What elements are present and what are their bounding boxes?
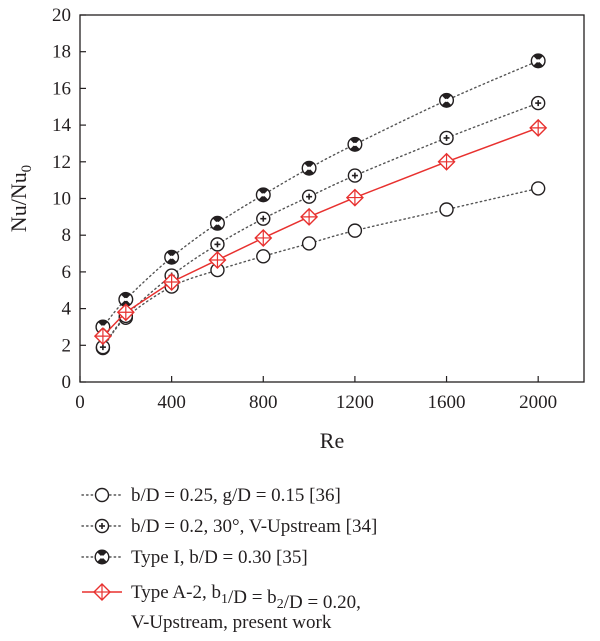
x-axis-title: Re (320, 428, 344, 453)
series-3-point-6 (345, 188, 364, 207)
legend-label-2-part-0: Type I, b/D = 0.30 [35] (131, 547, 308, 568)
plot-marks (93, 53, 548, 356)
series-1-point-7 (439, 130, 454, 146)
legend-label-3-sub-0: 1 (221, 592, 228, 607)
series-1-point-8 (530, 95, 546, 111)
y-tick-label-7: 14 (52, 115, 72, 136)
series-0-point-8 (530, 181, 546, 196)
series-2-point-2 (164, 249, 180, 265)
series-0-point-6 (347, 223, 363, 238)
series-3-line (102, 127, 539, 337)
legend-label-0-part-0: b/D = 0.25, g/D = 0.15 [36] (131, 485, 341, 506)
series-3-point-5 (300, 207, 319, 226)
y-tick-label-8: 16 (52, 78, 71, 99)
legend-label-1-part-0: b/D = 0.2, 30°, V-Upstream [34] (131, 516, 377, 537)
y-tick-label-0: 0 (62, 372, 72, 393)
series-1-point-6 (347, 168, 363, 183)
y-axis-title-subscript: 0 (19, 165, 35, 173)
series-2-point-8 (530, 53, 546, 69)
x-tick-label-2: 800 (249, 392, 278, 413)
series-1-line (102, 102, 539, 348)
legend-marker-2 (94, 549, 110, 565)
series-1-point-4 (256, 211, 271, 226)
plot-frame (79, 14, 585, 383)
x-tick-label-0: 0 (75, 392, 85, 413)
x-tick-label-5: 2000 (519, 392, 557, 413)
series-3-point-4 (254, 228, 273, 247)
legend-label-3-part-2: /D = 0.20, (284, 592, 361, 613)
series-1-point-3 (210, 237, 225, 252)
legend-label-3-line2: V-Upstream, present work (131, 612, 332, 633)
series-3-point-2 (162, 273, 181, 291)
legend-label-3-part-0: Type A-2, b (131, 582, 221, 603)
series-0-point-4 (256, 249, 271, 264)
series-3-point-7 (437, 152, 456, 171)
axis-ticks: 0 400 800 1200 1600 2000 0 2 4 6 8 10 12 14 16 18 20 (52, 5, 557, 413)
legend-label-1: b/D = 0.2, 30°, V-Upstream [34] (131, 516, 377, 537)
legend-label-3-part-1: /D = b (228, 587, 277, 608)
legend-marker-0 (94, 487, 110, 503)
legend: b/D = 0.25, g/D = 0.15 [36] b/D = 0.2, 30… (81, 485, 377, 633)
series-2-point-5 (301, 160, 317, 176)
y-tick-label-6: 12 (52, 152, 71, 173)
series-3-point-3 (208, 250, 227, 269)
series-2-point-6 (347, 136, 363, 152)
y-tick-label-3: 6 (62, 262, 72, 283)
y-tick-label-5: 10 (52, 189, 71, 210)
series-3-point-1 (116, 303, 135, 322)
y-axis-title: Nu/Nu0 (6, 165, 35, 232)
legend-label-3: Type A-2, b1/D = b2/D = 0.20, (131, 582, 361, 613)
y-tick-label-9: 18 (52, 42, 71, 63)
x-tick-label-1: 400 (157, 392, 186, 413)
x-tick-label-4: 1600 (428, 392, 466, 413)
series-2-point-1 (118, 291, 134, 307)
legend-label-3-sub-1: 2 (277, 597, 284, 612)
legend-label-2: Type I, b/D = 0.30 [35] (131, 547, 308, 568)
legend-marker-3 (93, 583, 111, 601)
series-2-point-3 (209, 215, 225, 231)
series-2-point-7 (439, 92, 455, 108)
y-tick-label-4: 8 (62, 225, 72, 246)
y-tick-label-2: 4 (62, 299, 72, 320)
y-tick-label-1: 2 (62, 335, 72, 356)
legend-marker-1 (94, 518, 110, 534)
y-tick-label-10: 20 (52, 5, 71, 26)
y-axis-title-main: Nu/Nu (6, 172, 31, 232)
series-1-point-5 (301, 189, 317, 204)
series-2-line (102, 60, 539, 328)
series-0-line (102, 187, 539, 349)
series-3-point-0 (93, 327, 112, 346)
x-tick-label-3: 1200 (336, 392, 374, 413)
series-0-point-5 (301, 236, 317, 251)
series-0-point-7 (439, 202, 454, 217)
series-3-point-8 (529, 118, 548, 137)
legend-label-0: b/D = 0.25, g/D = 0.15 [36] (131, 485, 341, 506)
series-2-point-4 (255, 187, 271, 203)
